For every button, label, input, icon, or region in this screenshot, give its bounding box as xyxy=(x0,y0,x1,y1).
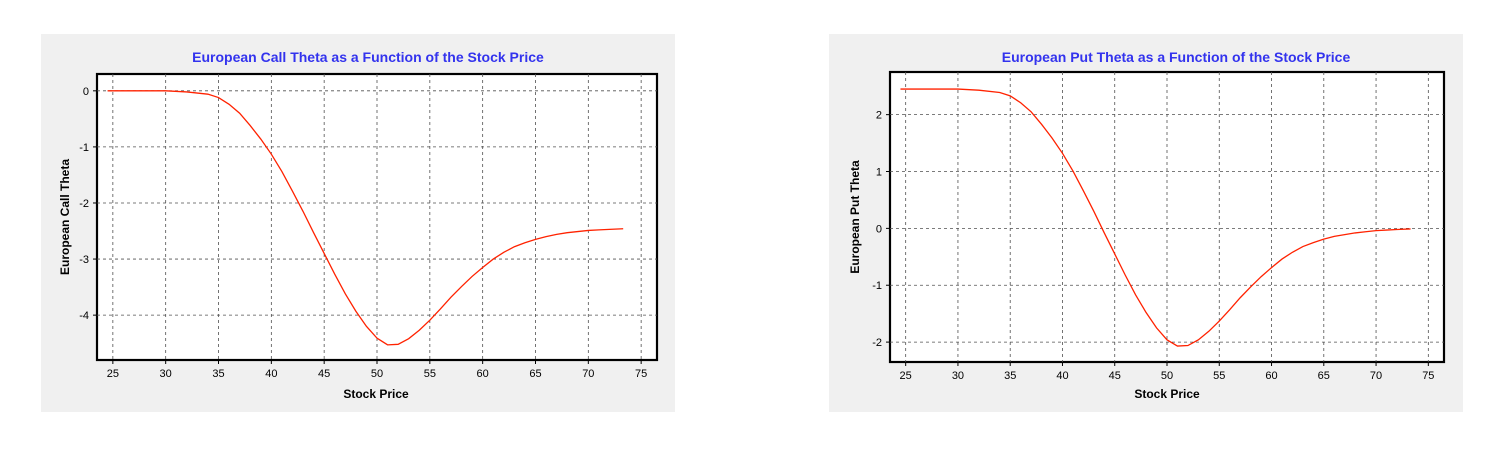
x-tick-label: 65 xyxy=(1318,370,1330,382)
x-tick-label: 50 xyxy=(371,368,383,380)
x-axis-title: Stock Price xyxy=(1134,387,1200,401)
x-axis-title: Stock Price xyxy=(343,387,409,401)
chart-title: European Put Theta as a Function of the … xyxy=(1002,49,1351,65)
x-tick-label: 50 xyxy=(1161,370,1173,382)
x-tick-label: 75 xyxy=(635,368,647,380)
x-tick-label: 35 xyxy=(1004,370,1016,382)
x-tick-label: 70 xyxy=(1370,370,1382,382)
series-line xyxy=(900,88,1411,347)
x-tick-label: 60 xyxy=(477,368,489,380)
put-theta-chart: European Put Theta as a Function of the … xyxy=(829,34,1463,412)
y-tick-label: -3 xyxy=(79,254,89,266)
x-tick-label: 45 xyxy=(1109,370,1121,382)
x-tick-label: 70 xyxy=(582,368,594,380)
y-tick-label: 0 xyxy=(83,86,89,98)
chart-title: European Call Theta as a Function of the… xyxy=(192,49,544,65)
y-tick-label: 1 xyxy=(876,167,882,179)
x-tick-label: 40 xyxy=(265,368,277,380)
y-tick-label: -4 xyxy=(79,310,89,322)
x-tick-label: 30 xyxy=(952,370,964,382)
x-tick-label: 75 xyxy=(1422,370,1434,382)
x-tick-label: 30 xyxy=(160,368,172,380)
x-tick-label: 45 xyxy=(318,368,330,380)
y-axis-title: European Call Theta xyxy=(58,159,72,275)
call-theta-chart: European Call Theta as a Function of the… xyxy=(41,34,675,412)
y-axis-title: European Put Theta xyxy=(848,160,862,274)
x-tick-label: 40 xyxy=(1056,370,1068,382)
y-tick-label: -2 xyxy=(79,198,89,210)
y-tick-label: -2 xyxy=(872,337,882,349)
put-theta-chart-svg: European Put Theta as a Function of the … xyxy=(848,49,1446,401)
x-tick-label: 60 xyxy=(1265,370,1277,382)
y-tick-label: 0 xyxy=(876,223,882,235)
x-tick-label: 55 xyxy=(1213,370,1225,382)
x-tick-label: 25 xyxy=(900,370,912,382)
x-tick-label: 65 xyxy=(529,368,541,380)
y-tick-label: 2 xyxy=(876,110,882,122)
x-tick-label: 35 xyxy=(212,368,224,380)
x-tick-label: 25 xyxy=(107,368,119,380)
plot-area xyxy=(95,72,659,362)
y-tick-label: -1 xyxy=(872,280,882,292)
y-tick-label: -1 xyxy=(79,142,89,154)
call-theta-chart-svg: European Call Theta as a Function of the… xyxy=(58,49,659,401)
series-line xyxy=(107,90,624,346)
x-tick-label: 55 xyxy=(424,368,436,380)
